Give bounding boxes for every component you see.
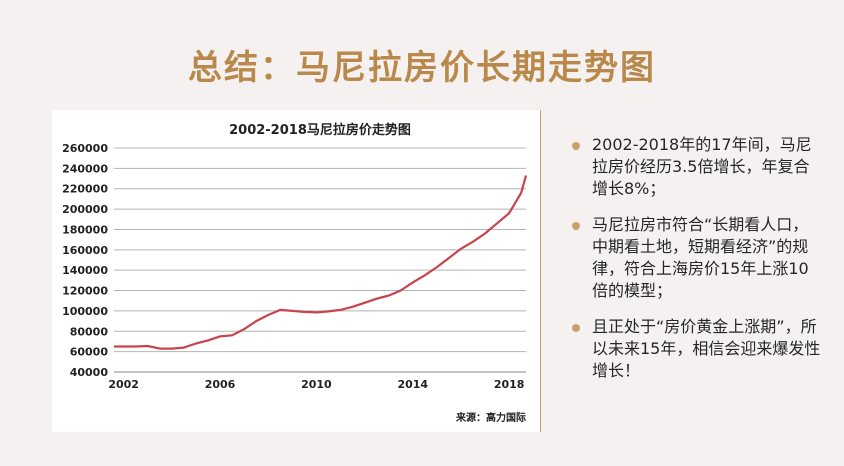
chart-panel: 2002-2018马尼拉房价走势图 40000 60000 80000 100000 1… [52,110,541,432]
y-tick-label: 40000 [70,366,109,379]
bullet-text: 马尼拉房市符合“长期看人口，中期看土地，短期看经济”的规律，符合上海房价15年上… [592,215,809,300]
bullet-dot-icon [572,142,580,150]
chart-series [114,175,528,350]
chart-grid [114,147,526,373]
y-tick-label: 160000 [62,244,108,257]
y-tick-label: 220000 [62,183,108,196]
y-tick-label: 120000 [62,285,108,298]
price-trend-chart: 2002-2018马尼拉房价走势图 40000 60000 80000 100000 1… [62,122,528,391]
y-tick-label: 260000 [62,142,108,155]
y-tick-label: 80000 [70,325,109,338]
page-title: 总结：马尼拉房价长期走势图 [188,48,656,88]
y-tick-label: 200000 [62,203,108,216]
y-tick-label: 240000 [62,162,108,175]
summary-bullets: 2002-2018年的17年间，马尼拉房价经历3.5倍增长，年复合增长8%； 马… [572,134,822,396]
chart-title: 2002-2018马尼拉房价走势图 [229,122,411,138]
y-tick-label: 60000 [70,346,109,359]
x-axis-ticks: 2002 2006 2010 2014 2018 [108,378,524,391]
x-tick-label: 2002 [108,378,139,391]
x-tick-label: 2006 [205,378,236,391]
chart-source: 来源：高力国际 [456,413,526,424]
series-line [114,175,528,350]
y-tick-label: 100000 [62,305,108,318]
y-tick-label: 180000 [62,223,108,236]
x-tick-label: 2014 [397,378,428,391]
summary-bullet: 且正处于“房价黄金上涨期”，所以未来15年，相信会迎来爆发性增长！ [572,316,822,382]
bullet-dot-icon [572,222,580,230]
bullet-text: 2002-2018年的17年间，马尼拉房价经历3.5倍增长，年复合增长8%； [592,135,812,198]
y-tick-label: 140000 [62,264,108,277]
bullet-text: 且正处于“房价黄金上涨期”，所以未来15年，相信会迎来爆发性增长！ [592,317,821,380]
summary-bullet: 2002-2018年的17年间，马尼拉房价经历3.5倍增长，年复合增长8%； [572,134,822,200]
y-axis-ticks: 40000 60000 80000 100000 120000 140000 160000 1… [62,142,108,379]
bullet-dot-icon [572,324,580,332]
summary-bullet: 马尼拉房市符合“长期看人口，中期看土地，短期看经济”的规律，符合上海房价15年上… [572,214,822,302]
x-tick-label: 2010 [301,378,332,391]
x-tick-label: 2018 [494,378,525,391]
